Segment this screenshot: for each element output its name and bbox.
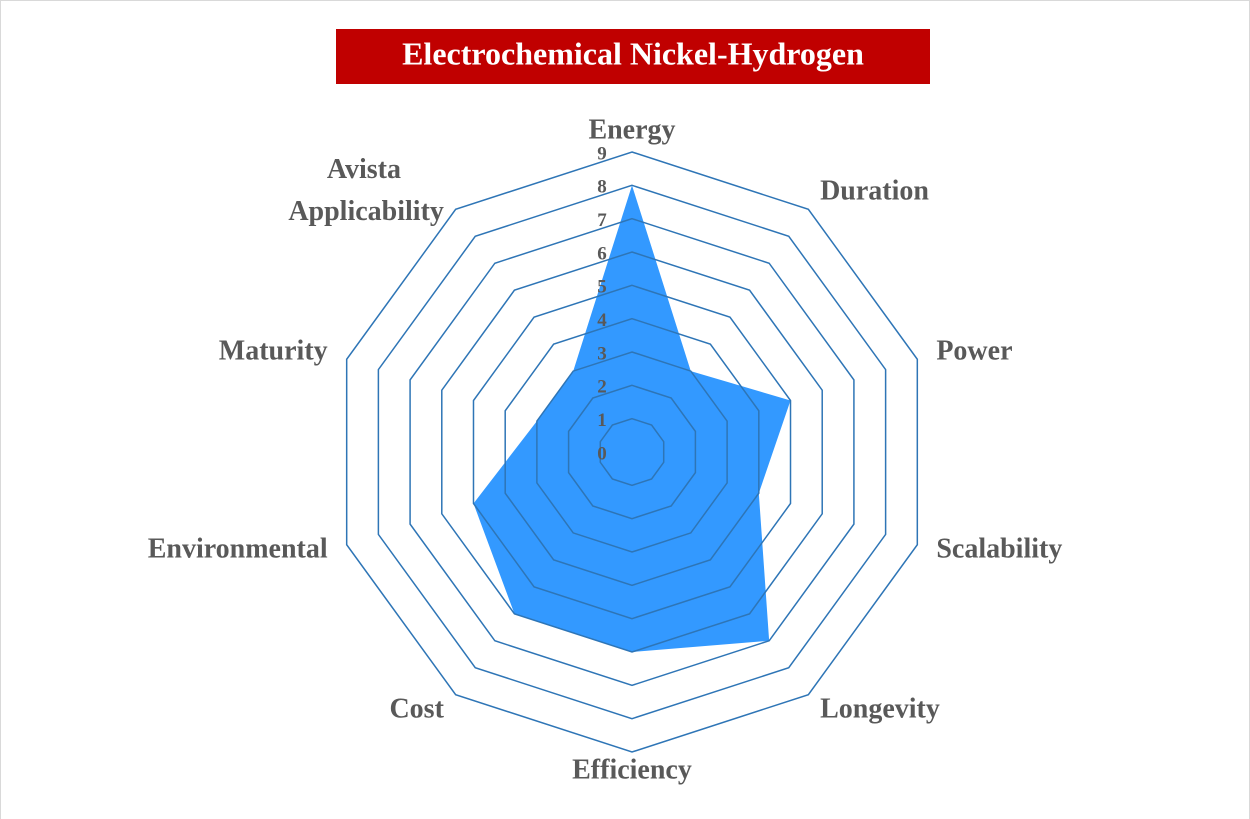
category-label: Power <box>936 336 1012 367</box>
y-tick-label: 7 <box>597 210 607 231</box>
y-tick-label: 6 <box>597 243 607 264</box>
y-tick-label: 1 <box>597 410 607 431</box>
y-tick-label: 8 <box>597 177 607 198</box>
y-tick-label: 4 <box>597 310 607 331</box>
y-tick-label: 3 <box>597 343 607 364</box>
y-tick-label: 9 <box>597 143 607 164</box>
title-box <box>336 29 930 84</box>
category-label: Avista Applicability <box>283 155 444 228</box>
grid-ring <box>599 417 665 487</box>
grid-ring <box>441 251 823 653</box>
category-label: Scalability <box>936 533 1062 564</box>
category-label: Maturity <box>219 336 328 367</box>
category-label: Longevity <box>820 693 940 724</box>
grid-ring <box>567 384 697 520</box>
grid-ring <box>472 284 792 620</box>
grid-ring <box>504 317 760 587</box>
grid-ring <box>345 151 919 753</box>
category-label: Duration <box>820 176 929 207</box>
category-label: Efficiency <box>572 754 692 785</box>
category-label: Environmental <box>148 533 328 564</box>
grid-ring <box>409 217 855 687</box>
grid-ring <box>377 184 887 720</box>
chart-title: Electrochemical Nickel-Hydrogen <box>402 35 864 71</box>
grid-ring <box>536 351 728 553</box>
category-label: Energy <box>588 114 675 145</box>
y-tick-label: 0 <box>597 443 607 464</box>
y-tick-label: 2 <box>597 377 607 398</box>
category-label: Cost <box>389 693 444 724</box>
y-tick-label: 5 <box>597 277 607 298</box>
